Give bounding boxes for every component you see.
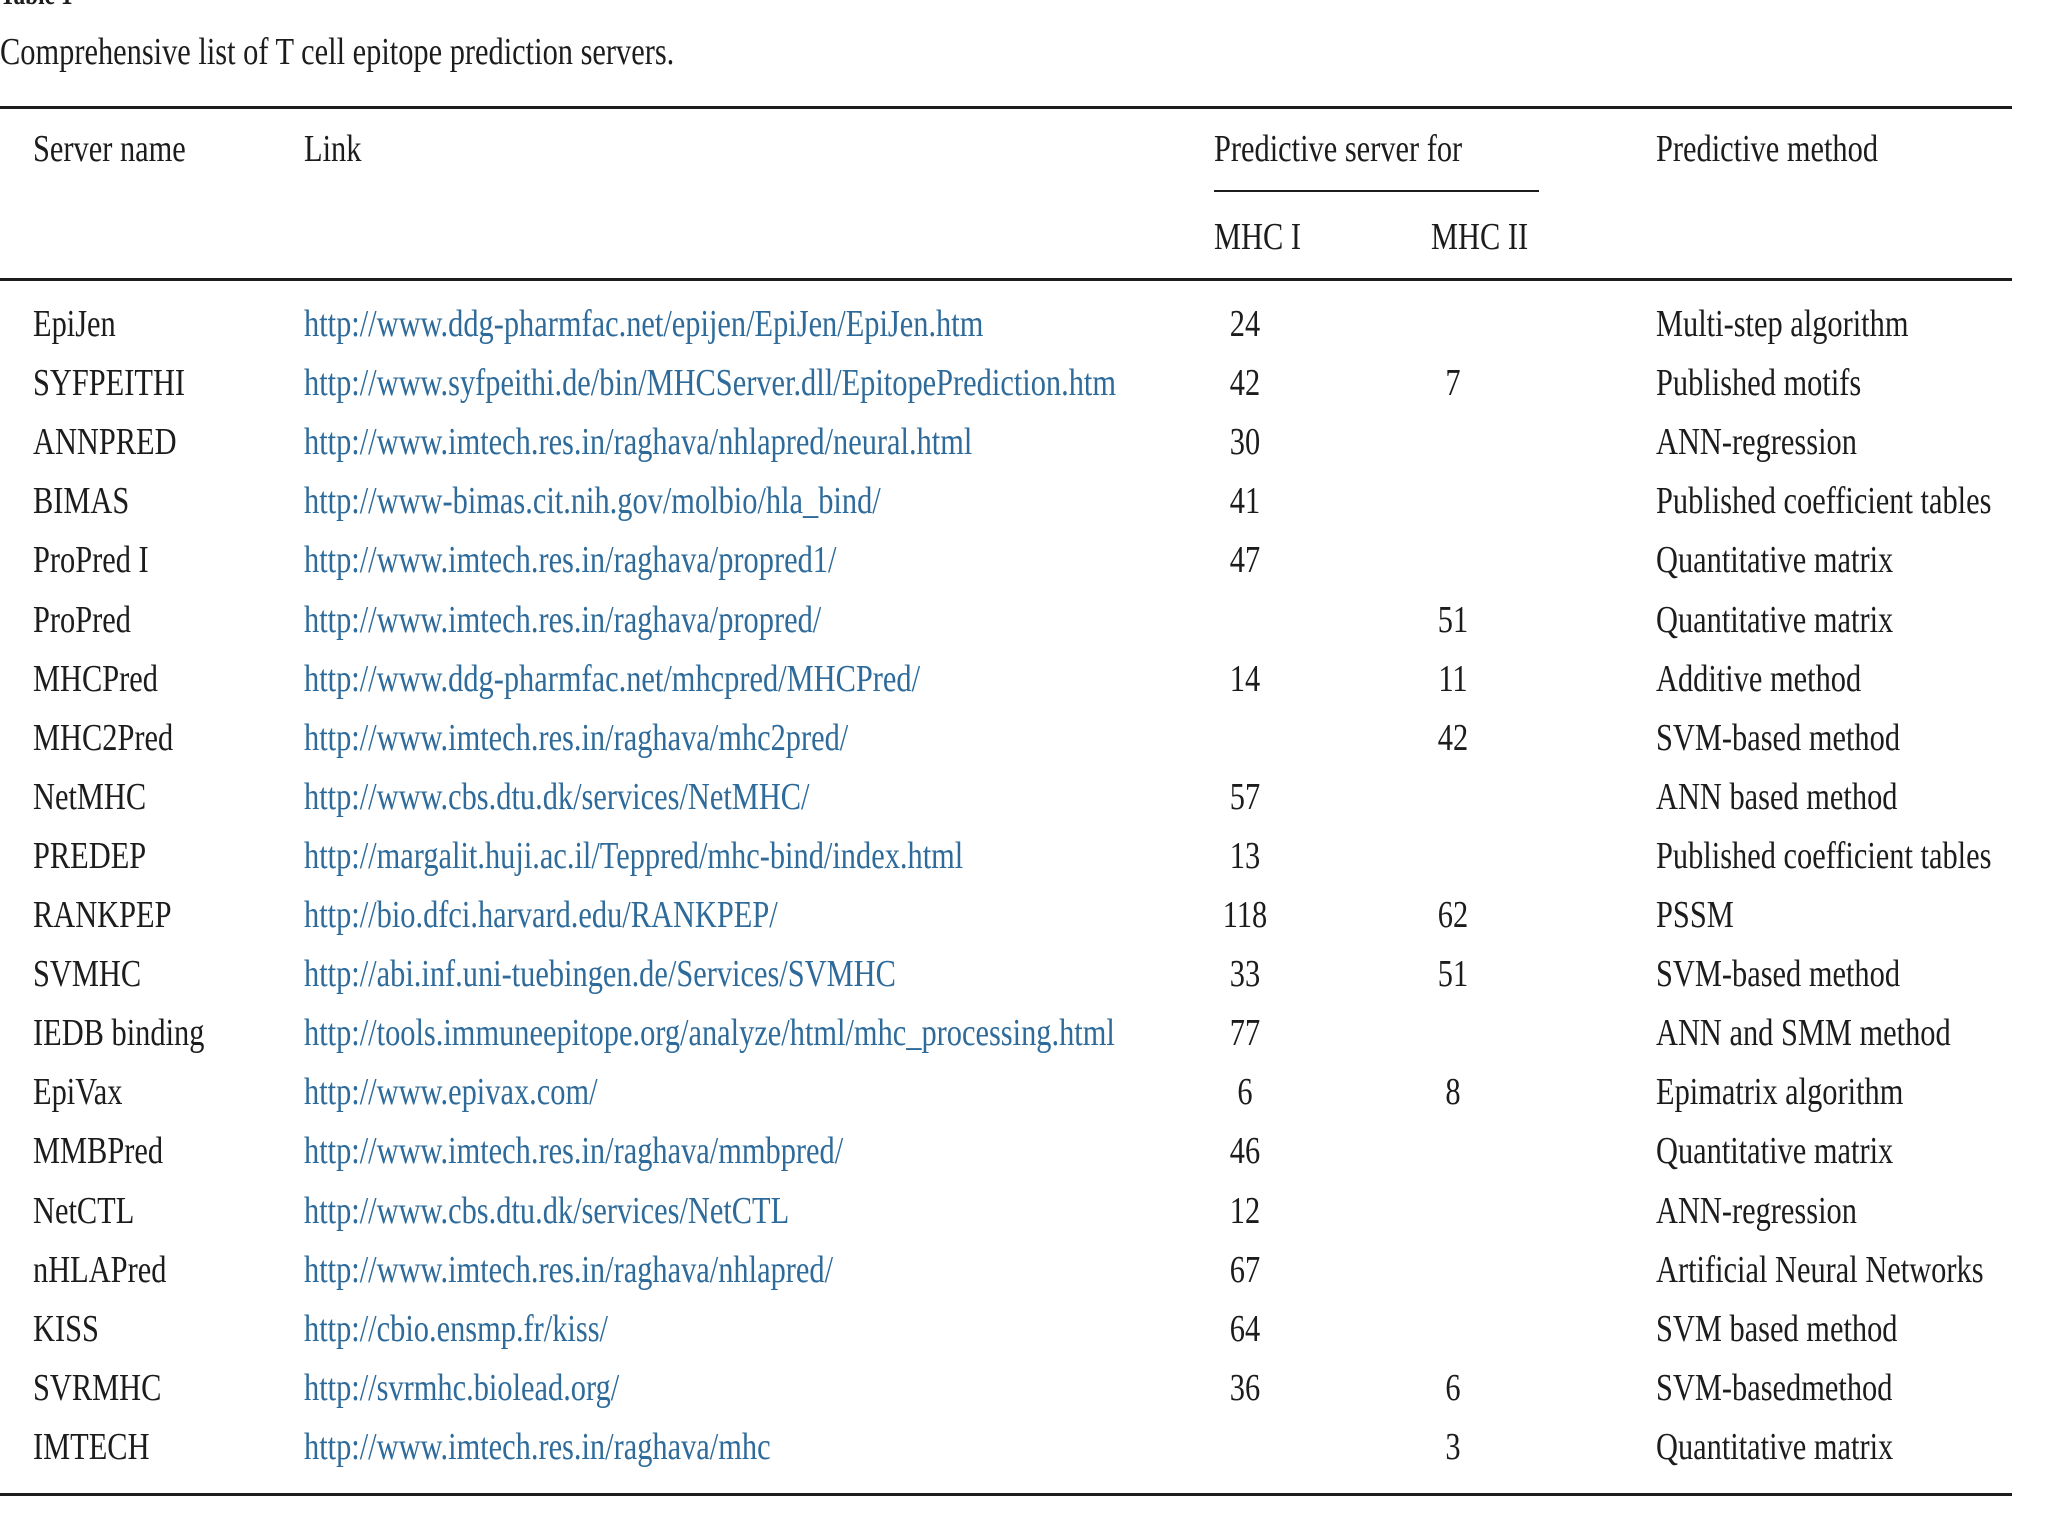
server-link[interactable]: http://www.ddg-pharmfac.net/epijen/EpiJe…: [304, 303, 984, 345]
predictive-method-cell: Quantitative matrix: [1656, 539, 1894, 581]
predictive-method-cell: Quantitative matrix: [1656, 1426, 1894, 1468]
mhc1-count-cell: 33: [1229, 953, 1261, 995]
server-name-cell: SVRMHC: [33, 1367, 162, 1409]
server-link[interactable]: http://www.imtech.res.in/raghava/mmbpred…: [304, 1130, 844, 1172]
header-server-name: Server name: [33, 128, 186, 170]
predictive-method-cell: Multi-step algorithm: [1656, 303, 1909, 345]
mhc2-count-cell: 3: [1445, 1426, 1461, 1468]
server-link[interactable]: http://www.imtech.res.in/raghava/mhc2pre…: [304, 717, 849, 759]
server-name-cell: PREDEP: [33, 835, 147, 877]
server-link[interactable]: http://www.cbs.dtu.dk/services/NetMHC/: [304, 776, 810, 818]
mhc2-count-cell: 62: [1437, 894, 1469, 936]
server-name-cell: NetMHC: [33, 776, 147, 818]
table-caption: Comprehensive list of T cell epitope pre…: [0, 31, 675, 73]
top-rule: [0, 106, 2012, 109]
predictive-method-cell: SVM-based method: [1656, 717, 1901, 759]
mhc2-count-cell: 7: [1445, 362, 1461, 404]
mhc1-count-cell: 41: [1229, 480, 1261, 522]
predictive-method-cell: Epimatrix algorithm: [1656, 1071, 1904, 1113]
predictive-method-cell: ANN and SMM method: [1656, 1012, 1951, 1054]
mhc1-count-cell: 36: [1229, 1367, 1261, 1409]
predictive-method-cell: Published coefficient tables: [1656, 835, 1992, 877]
server-link[interactable]: http://www.ddg-pharmfac.net/mhcpred/MHCP…: [304, 658, 921, 700]
server-name-cell: IEDB binding: [33, 1012, 205, 1054]
predictive-method-cell: Artificial Neural Networks: [1656, 1249, 1984, 1291]
server-name-cell: SYFPEITHI: [33, 362, 186, 404]
server-link[interactable]: http://www-bimas.cit.nih.gov/molbio/hla_…: [304, 480, 881, 522]
predictive-method-cell: PSSM: [1656, 894, 1734, 936]
mhc2-count-cell: 11: [1438, 658, 1468, 700]
server-link[interactable]: http://www.imtech.res.in/raghava/propred…: [304, 539, 837, 581]
server-name-cell: EpiVax: [33, 1071, 123, 1113]
predictive-method-cell: SVM based method: [1656, 1308, 1898, 1350]
server-link[interactable]: http://www.syfpeithi.de/bin/MHCServer.dl…: [304, 362, 1116, 404]
predictive-method-cell: ANN based method: [1656, 776, 1898, 818]
mhc1-count-cell: 24: [1229, 303, 1261, 345]
server-name-cell: ProPred I: [33, 539, 149, 581]
server-link[interactable]: http://www.epivax.com/: [304, 1071, 598, 1113]
server-link[interactable]: http://bio.dfci.harvard.edu/RANKPEP/: [304, 894, 778, 936]
mhc1-count-cell: 13: [1229, 835, 1261, 877]
mhc1-count-cell: 6: [1237, 1071, 1253, 1113]
server-name-cell: MHCPred: [33, 658, 158, 700]
server-name-cell: MHC2Pred: [33, 717, 174, 759]
server-name-cell: nHLAPred: [33, 1249, 167, 1291]
server-name-cell: EpiJen: [33, 303, 116, 345]
predictive-method-cell: Quantitative matrix: [1656, 1130, 1894, 1172]
mhc1-count-cell: 64: [1229, 1308, 1261, 1350]
header-rule: [0, 278, 2012, 281]
server-link[interactable]: http://www.imtech.res.in/raghava/mhc: [304, 1426, 771, 1468]
predictive-method-cell: SVM-based method: [1656, 953, 1901, 995]
mhc2-count-cell: 51: [1437, 953, 1469, 995]
server-name-cell: IMTECH: [33, 1426, 150, 1468]
predictive-method-cell: Quantitative matrix: [1656, 599, 1894, 641]
server-link[interactable]: http://www.imtech.res.in/raghava/propred…: [304, 599, 822, 641]
server-link[interactable]: http://www.imtech.res.in/raghava/nhlapre…: [304, 1249, 834, 1291]
mhc1-count-cell: 118: [1222, 894, 1268, 936]
mhc1-count-cell: 57: [1229, 776, 1261, 818]
predictive-method-cell: Published coefficient tables: [1656, 480, 1992, 522]
header-link: Link: [304, 128, 362, 170]
header-predictive-method: Predictive method: [1656, 128, 1879, 170]
server-link[interactable]: http://www.cbs.dtu.dk/services/NetCTL: [304, 1190, 790, 1232]
mhc1-count-cell: 67: [1229, 1249, 1261, 1291]
mhc2-count-cell: 42: [1437, 717, 1469, 759]
mhc1-count-cell: 42: [1229, 362, 1261, 404]
mhc1-count-cell: 46: [1229, 1130, 1261, 1172]
mhc1-count-cell: 12: [1229, 1190, 1261, 1232]
server-link[interactable]: http://margalit.huji.ac.il/Teppred/mhc-b…: [304, 835, 964, 877]
predictive-method-cell: SVM-basedmethod: [1656, 1367, 1893, 1409]
mhc2-count-cell: 51: [1437, 599, 1469, 641]
server-name-cell: ANNPRED: [33, 421, 177, 463]
mhc1-count-cell: 30: [1229, 421, 1261, 463]
header-predictive-server-for: Predictive server for: [1214, 128, 1463, 170]
predictive-method-cell: ANN-regression: [1656, 421, 1857, 463]
server-link[interactable]: http://cbio.ensmp.fr/kiss/: [304, 1308, 608, 1350]
table-label: Table 1: [0, 0, 73, 12]
server-link[interactable]: http://svrmhc.biolead.org/: [304, 1367, 620, 1409]
header-mhc1: MHC I: [1214, 216, 1301, 258]
server-name-cell: BIMAS: [33, 480, 130, 522]
mhc2-count-cell: 6: [1445, 1367, 1461, 1409]
server-name-cell: NetCTL: [33, 1190, 135, 1232]
mhc1-count-cell: 47: [1229, 539, 1261, 581]
predictive-method-cell: Additive method: [1656, 658, 1862, 700]
bottom-rule: [0, 1493, 2012, 1496]
server-name-cell: ProPred: [33, 599, 131, 641]
mhc2-count-cell: 8: [1445, 1071, 1461, 1113]
server-link[interactable]: http://www.imtech.res.in/raghava/nhlapre…: [304, 421, 973, 463]
server-name-cell: RANKPEP: [33, 894, 172, 936]
server-name-cell: SVMHC: [33, 953, 142, 995]
server-link[interactable]: http://abi.inf.uni-tuebingen.de/Services…: [304, 953, 896, 995]
server-name-cell: MMBPred: [33, 1130, 164, 1172]
server-name-cell: KISS: [33, 1308, 99, 1350]
header-span-rule: [1214, 190, 1539, 192]
server-link[interactable]: http://tools.immuneepitope.org/analyze/h…: [304, 1012, 1115, 1054]
predictive-method-cell: Published motifs: [1656, 362, 1862, 404]
mhc1-count-cell: 14: [1229, 658, 1261, 700]
header-mhc2: MHC II: [1431, 216, 1529, 258]
mhc1-count-cell: 77: [1229, 1012, 1261, 1054]
predictive-method-cell: ANN-regression: [1656, 1190, 1857, 1232]
